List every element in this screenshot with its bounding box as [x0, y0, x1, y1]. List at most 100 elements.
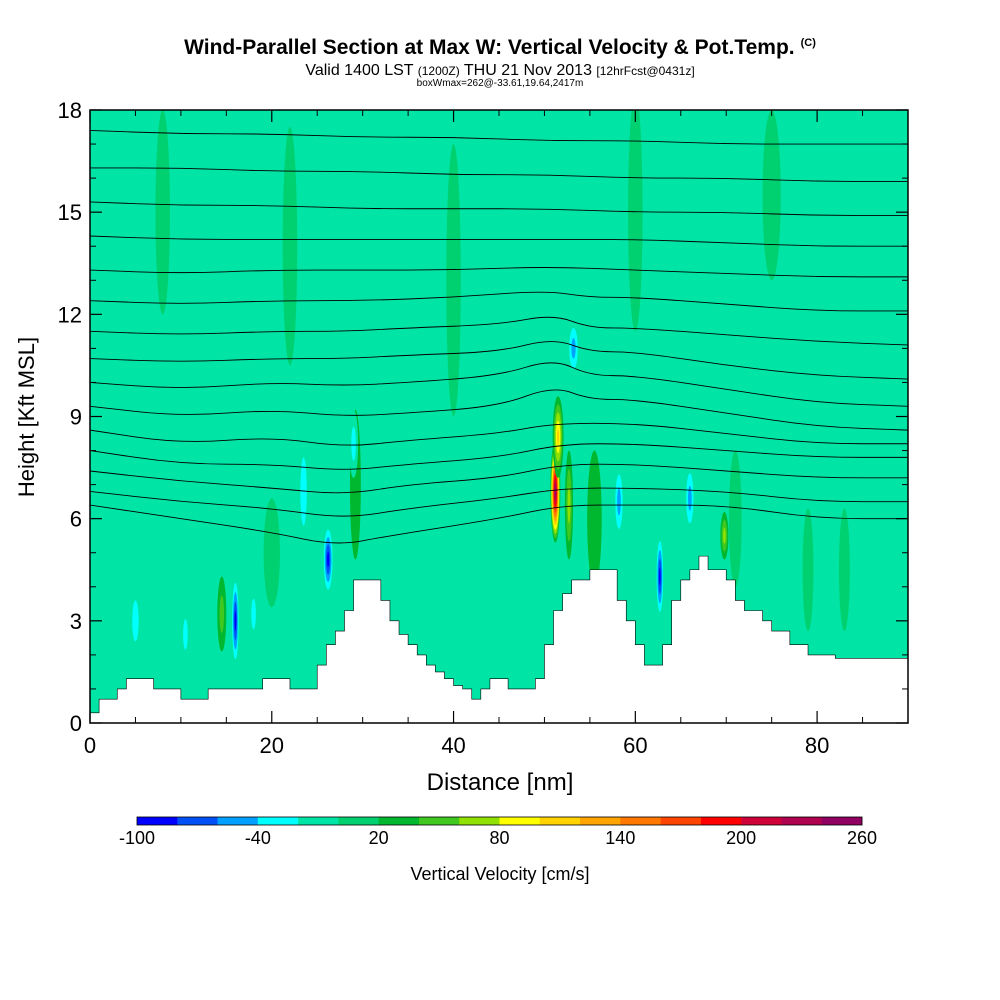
theta-contour-line — [90, 504, 908, 544]
velocity-cell-level — [263, 498, 280, 608]
colorbar-segment — [741, 817, 782, 825]
copyright-mark: (C) — [800, 37, 816, 49]
velocity-cell — [564, 450, 574, 560]
valid-date-text: THU 21 Nov 2013 — [463, 62, 592, 79]
colorbar-frame — [136, 816, 863, 826]
y-tick-label: 12 — [58, 302, 82, 327]
y-axis-label: Height [Kft MSL] — [14, 337, 39, 497]
y-tick-label: 18 — [58, 98, 82, 123]
valid-time-text: Valid 1400 LST — [305, 62, 414, 79]
velocity-cell-level — [327, 552, 330, 568]
velocity-cell-level — [351, 426, 356, 461]
velocity-cell — [282, 127, 298, 366]
velocity-cell — [155, 110, 170, 315]
velocity-cell-level — [802, 508, 814, 632]
colorbar: -100 -40 20 80 140 200 260 — [119, 816, 877, 848]
colorbar-tick-label: 20 — [369, 828, 389, 848]
vertical-velocity-field — [129, 110, 850, 669]
colorbar-segment — [660, 817, 702, 825]
chart-title-text: Wind-Parallel Section at Max W: Vertical… — [184, 36, 795, 59]
colorbar-segment — [580, 817, 621, 825]
velocity-cell — [587, 450, 602, 587]
box-info-text: boxWmax=262@-33.61,19.64,2417m — [416, 78, 584, 89]
colorbar-segment — [821, 817, 863, 825]
velocity-cell — [180, 603, 190, 666]
theta-contour-line — [90, 389, 908, 431]
colorbar-segment — [298, 817, 339, 825]
velocity-cell-level — [723, 527, 726, 544]
y-tick-label: 0 — [70, 711, 82, 736]
theta-contour-line — [90, 267, 908, 278]
colorbar-segment — [499, 817, 541, 825]
forecast-text: [12hrFcst@0431z] — [596, 64, 695, 78]
colorbar-segment — [781, 817, 823, 825]
plot-area — [89, 109, 909, 724]
velocity-cell-level — [132, 600, 139, 642]
colorbar-segment — [257, 817, 299, 825]
velocity-cell-level — [587, 450, 602, 587]
velocity-cell — [684, 460, 696, 536]
theta-contour-line — [90, 443, 908, 470]
velocity-cell-level — [234, 611, 237, 631]
velocity-cell-level — [838, 508, 850, 632]
colorbar-segment — [378, 817, 420, 825]
x-tick-label: 40 — [441, 733, 465, 758]
colorbar-tick-label: 140 — [605, 828, 635, 848]
velocity-cell — [322, 522, 334, 597]
velocity-cell-level — [556, 428, 560, 446]
velocity-cell-level — [183, 619, 188, 650]
colorbar-tick-label: 260 — [847, 828, 877, 848]
velocity-cell — [613, 460, 625, 543]
theta-contour-line — [90, 316, 908, 346]
theta-contour-line — [90, 422, 908, 446]
velocity-cell — [802, 508, 814, 632]
x-tick-label: 80 — [805, 733, 829, 758]
potential-temperature-contours — [90, 129, 908, 544]
colorbar-segment — [620, 817, 661, 825]
velocity-cell-level — [617, 488, 621, 516]
velocity-cell — [728, 450, 742, 587]
colorbar-segment — [177, 817, 218, 825]
velocity-cell — [129, 579, 142, 662]
velocity-cell-level — [155, 110, 170, 315]
theta-contour-line — [90, 362, 908, 407]
theta-contour-line — [90, 201, 908, 217]
axes: 0 20 40 60 80 0 3 6 9 12 15 18 — [58, 98, 909, 758]
theta-contour-line — [90, 341, 908, 380]
colorbar-segment — [217, 817, 259, 825]
velocity-cell-level — [219, 595, 225, 633]
velocity-cell — [446, 144, 461, 417]
velocity-cell-level — [659, 567, 661, 586]
velocity-cell-level — [554, 487, 556, 496]
velocity-cell — [567, 317, 580, 380]
velocity-cell — [249, 583, 259, 645]
velocity-cell — [762, 110, 781, 281]
chart-subtitle: Valid 1400 LST (1200Z) THU 21 Nov 2013 [… — [0, 62, 1000, 80]
velocity-cell — [720, 511, 729, 560]
y-tick-label: 9 — [70, 405, 82, 430]
colorbar-tick-label: 80 — [489, 828, 509, 848]
velocity-cell-level — [251, 598, 256, 630]
theta-contour-line — [90, 487, 908, 517]
colorbar-segment — [338, 817, 379, 825]
chart-title: Wind-Parallel Section at Max W: Vertical… — [0, 36, 1000, 60]
y-tick-label: 3 — [70, 609, 82, 634]
velocity-cell — [552, 396, 564, 478]
velocity-cell — [263, 498, 280, 608]
terrain-mask — [90, 555, 908, 723]
theta-contour-line — [90, 167, 908, 182]
valid-utc-text: (1200Z) — [417, 64, 460, 78]
velocity-cell-level — [688, 485, 692, 511]
x-axis-label: Distance [nm] — [427, 769, 574, 796]
velocity-cell-level — [762, 110, 781, 281]
x-tick-label: 60 — [623, 733, 647, 758]
velocity-cell — [655, 532, 664, 621]
colorbar-segment — [539, 817, 581, 825]
x-tick-label: 0 — [84, 733, 96, 758]
velocity-cell — [329, 416, 341, 519]
colorbar-segment — [700, 817, 742, 825]
velocity-cell-level — [446, 144, 461, 417]
velocity-cell-level — [282, 127, 298, 366]
velocity-cell-level — [567, 486, 571, 524]
